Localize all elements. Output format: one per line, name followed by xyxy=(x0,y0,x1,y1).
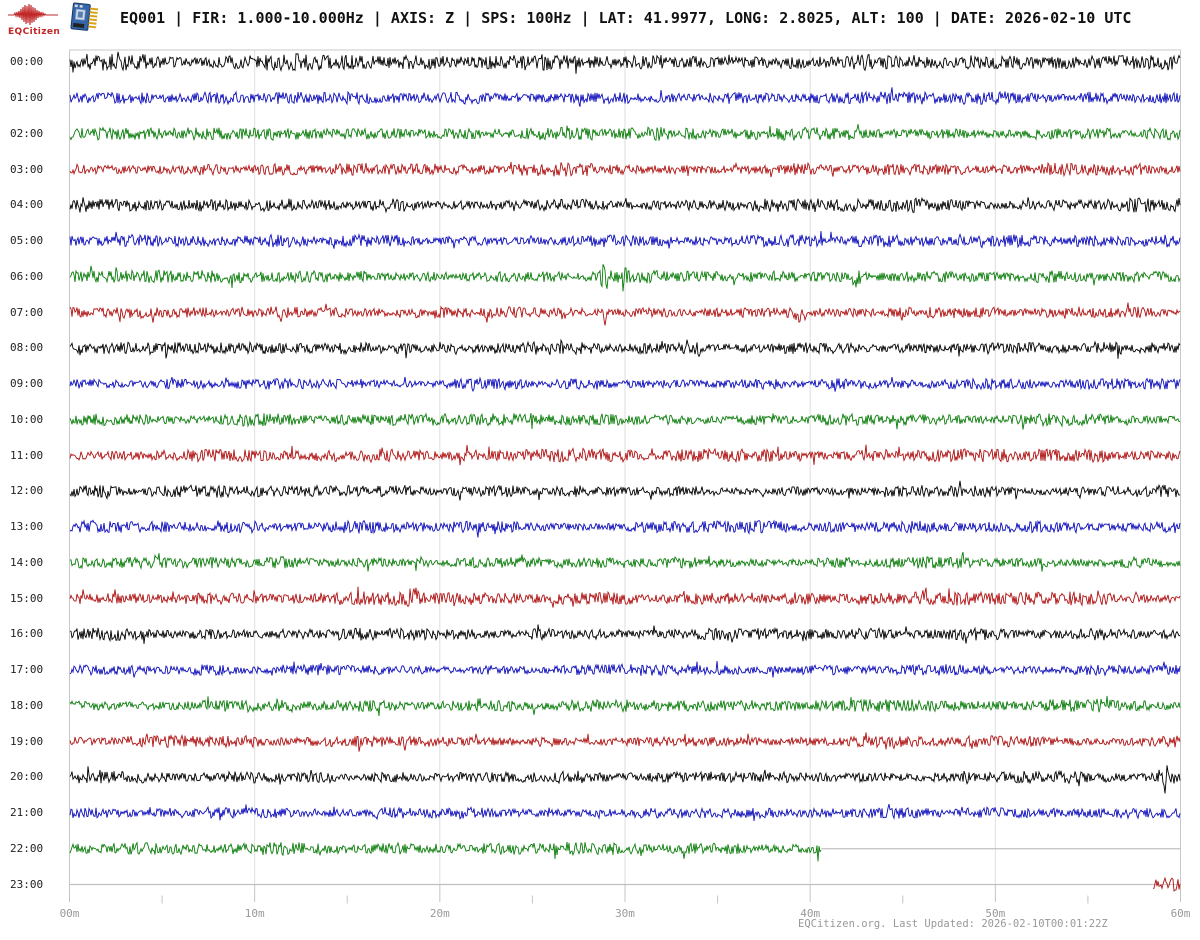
brand-text: EQCitizen xyxy=(8,27,61,37)
eqcitizen-logo: EQCitizen xyxy=(8,3,60,43)
trace-14:00 xyxy=(69,551,1181,572)
row-time-label: 17:00 xyxy=(10,663,44,676)
row-time-label: 05:00 xyxy=(10,234,44,247)
row-time-label: 16:00 xyxy=(10,627,44,641)
row-time-label: 08:00 xyxy=(10,341,44,355)
x-axis-tick-label: 50m xyxy=(985,907,1006,920)
trace-19:00 xyxy=(69,732,1181,752)
x-axis-tick-label: 00m xyxy=(59,907,80,920)
trace-12:00 xyxy=(69,480,1181,501)
row-time-label: 12:00 xyxy=(10,484,44,498)
row-time-label: 19:00 xyxy=(10,734,44,748)
footer-status-text: EQCitizen.org. Last Updated: 2026-02-10T… xyxy=(798,918,1108,930)
trace-01:00 xyxy=(69,87,1181,107)
row-time-label: 13:00 xyxy=(10,520,44,533)
trace-09:00 xyxy=(69,376,1181,393)
trace-03:00 xyxy=(69,161,1181,178)
row-time-label: 06:00 xyxy=(10,269,44,283)
row-time-label: 18:00 xyxy=(10,698,44,712)
row-time-label: 03:00 xyxy=(10,162,44,176)
trace-08:00 xyxy=(69,338,1181,359)
trace-05:00 xyxy=(69,231,1181,249)
row-time-label: 11:00 xyxy=(10,448,44,462)
x-axis-tick-label: 10m xyxy=(244,907,265,920)
row-time-label: 21:00 xyxy=(10,806,44,819)
trace-17:00 xyxy=(69,661,1181,678)
trace-20:00 xyxy=(69,765,1181,794)
seismic-waveform-icon xyxy=(8,3,58,26)
row-time-label: 10:00 xyxy=(10,412,44,426)
x-axis-tick-label: 20m xyxy=(429,907,450,920)
x-axis-tick-label: 60m xyxy=(1170,907,1191,920)
x-axis-tick-label: 40m xyxy=(800,907,821,920)
trace-11:00 xyxy=(69,444,1181,466)
trace-06:00 xyxy=(69,264,1181,292)
row-time-label: 07:00 xyxy=(10,305,44,319)
row-time-label: 04:00 xyxy=(10,198,44,212)
trace-10:00 xyxy=(69,412,1181,430)
trace-02:00 xyxy=(69,124,1181,142)
row-time-label: 22:00 xyxy=(10,841,44,855)
trace-16:00 xyxy=(69,624,1181,644)
trace-07:00 xyxy=(69,302,1181,326)
trace-22:00 xyxy=(69,841,822,862)
row-time-label: 09:00 xyxy=(10,377,44,390)
trace-04:00 xyxy=(69,196,1181,214)
sensor-chip-icon xyxy=(70,2,99,31)
row-time-label: 23:00 xyxy=(10,877,44,891)
row-time-label: 00:00 xyxy=(10,55,44,69)
trace-21:00 xyxy=(69,803,1181,821)
trace-00:00 xyxy=(69,51,1181,74)
row-time-label: 20:00 xyxy=(10,770,44,784)
row-time-label: 14:00 xyxy=(10,555,44,569)
trace-15:00 xyxy=(69,586,1181,608)
x-axis-tick-label: 30m xyxy=(615,907,635,920)
trace-18:00 xyxy=(69,695,1181,717)
trace-13:00 xyxy=(69,519,1181,538)
row-time-label: 01:00 xyxy=(10,91,44,104)
row-time-label: 02:00 xyxy=(10,126,44,140)
row-time-label: 15:00 xyxy=(10,591,44,605)
plot-title: EQ001 | FIR: 1.000-10.000Hz | AXIS: Z | … xyxy=(120,9,1132,27)
trace-23:00 xyxy=(1153,876,1181,892)
